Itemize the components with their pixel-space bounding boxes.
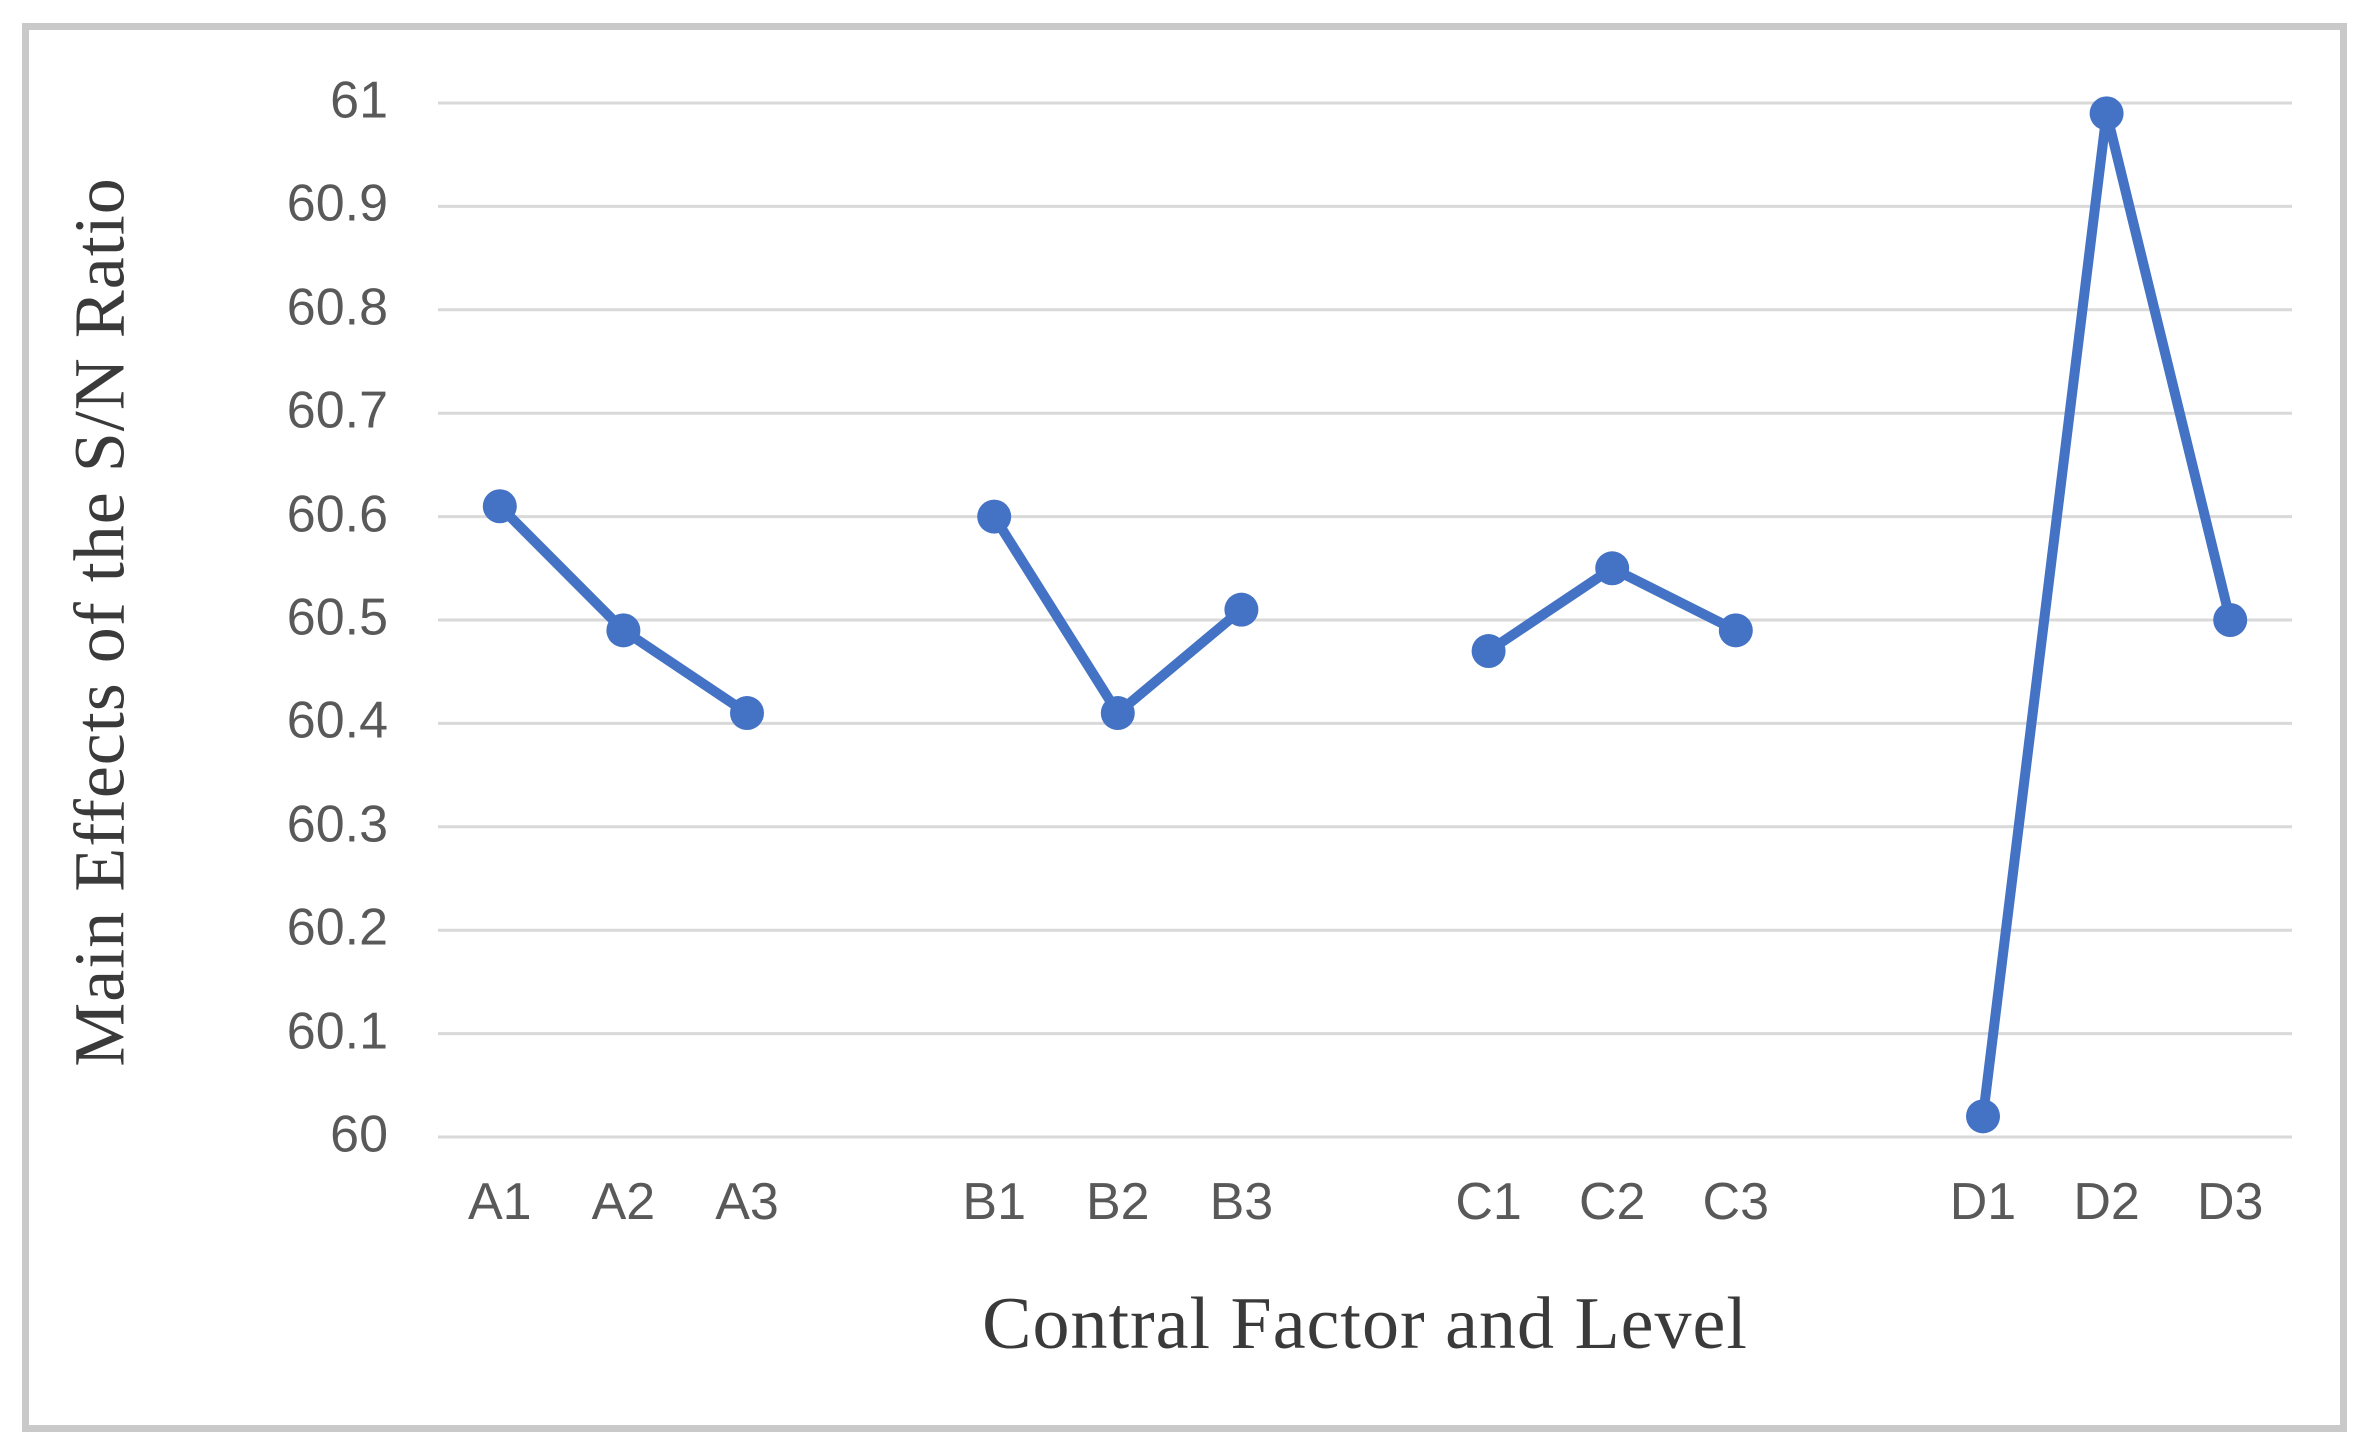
- y-axis-title: Main Effects of the S/N Ratio: [59, 177, 140, 1067]
- data-point-b2: [1100, 696, 1135, 731]
- data-point-d3: [2213, 603, 2248, 637]
- x-tick-label: A3: [715, 1173, 779, 1231]
- x-tick-label: B3: [1209, 1173, 1274, 1231]
- chart-border-frame: [22, 23, 2347, 1432]
- y-tick-label: 60.8: [286, 278, 388, 337]
- x-tick-label: C3: [1702, 1173, 1770, 1231]
- x-tick-label: D1: [1949, 1173, 2017, 1231]
- y-tick-label: 60.2: [286, 898, 388, 957]
- data-point-c1: [1471, 634, 1506, 669]
- x-axis-title: Contral Factor and Level: [982, 1283, 1748, 1365]
- x-tick-label: C1: [1455, 1173, 1522, 1231]
- series-line-a: [494, 501, 752, 719]
- y-tick-label: 61: [330, 71, 388, 130]
- x-tick-label: A1: [467, 1173, 532, 1231]
- data-point-d2: [2089, 96, 2124, 131]
- data-point-d1: [1966, 1099, 2000, 1134]
- y-tick-label: 60.6: [286, 485, 388, 544]
- data-point-a3: [730, 696, 764, 731]
- x-tick-label: B2: [1085, 1173, 1150, 1231]
- y-tick-label: 60.9: [286, 174, 388, 233]
- data-point-c2: [1595, 551, 1630, 586]
- series-line-b: [989, 511, 1247, 719]
- data-point-b1: [977, 499, 1012, 534]
- x-tick-label: A2: [591, 1173, 656, 1231]
- x-tick-label: D3: [2196, 1173, 2264, 1231]
- y-tick-label: 60.1: [286, 1002, 388, 1061]
- data-point-a1: [482, 489, 517, 524]
- y-tick-label: 60.3: [286, 795, 388, 854]
- series-line-d: [1978, 108, 2236, 1122]
- data-point-c3: [1718, 613, 1753, 648]
- x-tick-label: D2: [2073, 1173, 2140, 1231]
- y-tick-label: 60: [330, 1105, 388, 1164]
- y-tick-label: 60.4: [286, 691, 388, 750]
- data-point-b3: [1224, 592, 1259, 627]
- x-tick-label: C2: [1578, 1173, 1646, 1231]
- y-tick-label: 60.7: [286, 381, 388, 440]
- y-tick-label: 60.5: [286, 588, 388, 647]
- x-tick-label: B1: [962, 1173, 1026, 1231]
- data-point-a2: [606, 613, 641, 648]
